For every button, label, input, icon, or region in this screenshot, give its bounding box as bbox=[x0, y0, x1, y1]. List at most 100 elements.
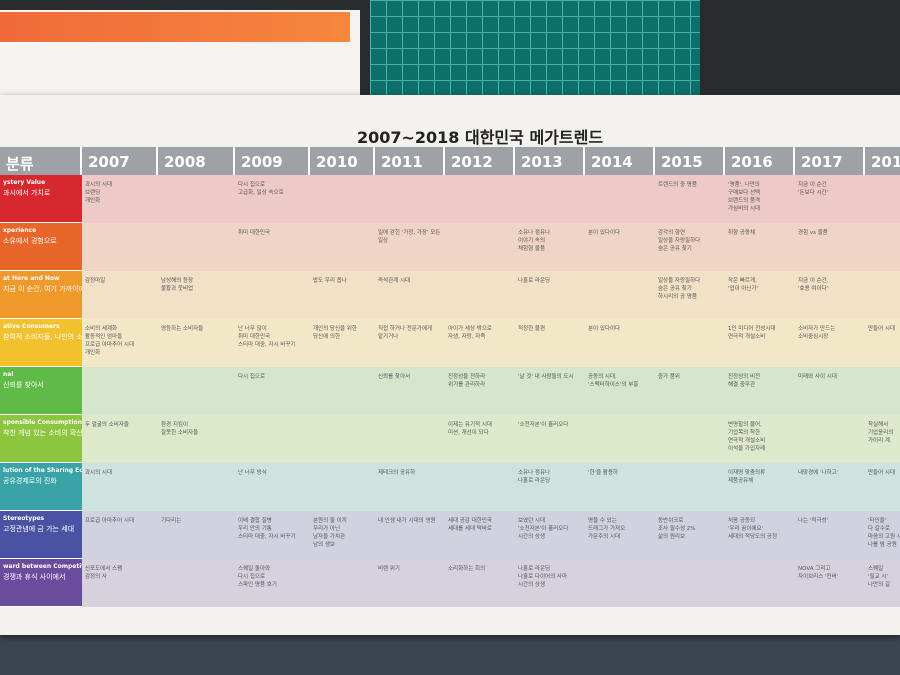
cell-line: 영등하는 소비자들 bbox=[161, 326, 204, 332]
cell-line: 과시의 시대 bbox=[85, 182, 113, 188]
cell-line: 드래그가 가져오 bbox=[588, 526, 626, 532]
cell-line: 개인화 bbox=[85, 350, 101, 356]
cell-line: 스퀘일 돌아와 bbox=[238, 566, 271, 572]
cell-line: 미래와 사이 시대 bbox=[798, 374, 837, 380]
cell-line: 동반쉬크로 bbox=[658, 518, 684, 524]
row-label-ko: 소유에서 경험으로 bbox=[3, 237, 57, 245]
cell-line: 신포도에서 스팸 bbox=[85, 566, 123, 572]
cell-line: 지금 이 순간 bbox=[798, 182, 827, 188]
cell: NOVA 그리고 자이브리스 '컨버' bbox=[795, 559, 865, 607]
row-label-ko: 고정관념에 금 가는 세대 bbox=[3, 525, 75, 533]
row-label-en: at Here and Now bbox=[3, 275, 60, 282]
cell: 신뢰를 찾아서 bbox=[375, 367, 445, 415]
cell-line: 마음의 고원 시대 bbox=[868, 534, 900, 540]
cell-line: 공동의 시대, bbox=[588, 374, 617, 380]
cell: 진정성의 비전 해결 중무관 bbox=[725, 367, 795, 415]
cell-line: 아이가 세상 밖으로 bbox=[448, 326, 492, 332]
cell-line: 소리화하는 회의 bbox=[448, 566, 486, 572]
cell: 기다리는 bbox=[158, 511, 235, 559]
cell-line: 일상을 자랑질하다 bbox=[658, 238, 701, 244]
cell-line: 분원의 둘 이끼 bbox=[313, 518, 347, 524]
cell: 나홀로 라운딩 bbox=[515, 271, 585, 319]
cell: 나는 '적극성' bbox=[795, 511, 865, 559]
book-stripe bbox=[0, 12, 350, 42]
row-tint bbox=[82, 463, 900, 511]
cell-line: 남성해의 등장 bbox=[161, 278, 194, 284]
cell: 중가 품위 bbox=[655, 367, 725, 415]
cell-line: 나홀로 라운딩 bbox=[518, 478, 551, 484]
cell: 변명할의 물어, 기업목의 착한 연극적 개설소비 이석을 가입자레 bbox=[725, 415, 795, 463]
row-label-en: nal bbox=[3, 371, 14, 378]
cell: 일상을 자랑질하다 숨은 공유 찾기 하시리의 공 명품 bbox=[655, 271, 725, 319]
cell: 내 인생 내가 시대의 영원 bbox=[375, 511, 445, 559]
cell: '소전자본'이 흘러오다 bbox=[515, 415, 585, 463]
cell-line: 경험 vs 물품 bbox=[798, 230, 828, 236]
cell-line: 개인의 당신을 위한 bbox=[313, 326, 357, 332]
cell-line: 남자들 가치관 bbox=[313, 534, 346, 540]
cell-line: 가이리 계 bbox=[868, 438, 890, 444]
column-header: 2013 bbox=[515, 147, 585, 175]
cell: 과시의 시대 브랜딩 개인화 bbox=[82, 175, 158, 223]
cell-line: 소비자가 만드는 bbox=[798, 326, 836, 332]
cell: 명을 수 있는 드래그가 가져오 가문주의 시대 bbox=[585, 511, 655, 559]
cell-line: '효용 여이다' bbox=[798, 286, 829, 292]
cell: 처음 공동되 '우리 꿈이에요' 세대의 적당도의 공정 bbox=[725, 511, 795, 559]
cell-line: 분이 있다이다 bbox=[588, 326, 621, 332]
cell-line: 나홀로 라운딩 bbox=[518, 278, 551, 284]
cell: 만들어 시대 bbox=[865, 463, 900, 511]
cell-line: 우리 안의 기통 bbox=[238, 526, 272, 532]
cell-line: 내맞경에 '나하고' bbox=[798, 470, 839, 476]
cell: 공동의 시대, '스펙터하이스'의 부흥 bbox=[585, 367, 655, 415]
cell-line: 구매보다 선택 bbox=[728, 190, 761, 196]
cell-line: 고급화, 일상 속으로 bbox=[238, 190, 284, 196]
cell: 영등하는 소비자들 bbox=[158, 319, 235, 367]
cell: 개인의 당신을 위한 당신에 의한 bbox=[310, 319, 375, 367]
cell-line: 나는 '적극성' bbox=[798, 518, 829, 524]
cell-line: 만들어 시대 bbox=[868, 470, 896, 476]
row-label-en: ystery Value bbox=[3, 179, 46, 186]
cell-line: 취미 대한민국 bbox=[238, 230, 271, 236]
column-header: 2011 bbox=[375, 147, 445, 175]
cell: 소유나 점유나 나홀로 라운딩 bbox=[515, 463, 585, 511]
cell: 밥도 우리 옵나 bbox=[310, 271, 375, 319]
cell: 착실해서 기업윤리의 가이리 계 bbox=[865, 415, 900, 463]
cell-line: 불황과 웃비업 bbox=[161, 286, 194, 292]
row-tint bbox=[82, 559, 900, 607]
cell-line: 가심비의 시대 bbox=[728, 206, 761, 212]
cell: 적정한 불편 bbox=[515, 319, 585, 367]
cell: 즉석관계 시대 bbox=[375, 271, 445, 319]
cell-line: 이제는 유기적 시대 bbox=[448, 422, 492, 428]
cell-line: 자이브리스 '컨버' bbox=[798, 574, 839, 580]
cell: 만들어 시대 bbox=[865, 319, 900, 367]
cell-line: '업이 아닌가' bbox=[728, 286, 759, 292]
cell-line: '소전자본'이 흘러오다 bbox=[518, 422, 569, 428]
cell-line: 난 너무 많이 bbox=[238, 326, 267, 332]
cell-line: 이배 결합 질병 bbox=[238, 518, 272, 524]
cell-line: 해결 중무관 bbox=[728, 382, 756, 388]
cell-line: '필교 시' bbox=[868, 574, 888, 580]
row-tint bbox=[82, 511, 900, 559]
column-header: 2010 bbox=[310, 147, 375, 175]
cell-line: 감정마일 bbox=[85, 278, 106, 284]
cell: '명품', 나만의 구매보다 선택 브랜드의 품격 가심비의 시대 bbox=[725, 175, 795, 223]
cell-line: 적정한 불편 bbox=[518, 326, 546, 332]
cell-line: 스티마 대중, 자시 바꾸기 bbox=[238, 534, 296, 540]
cell-line: 일에 갇힌 '가정, 가장' 모든 bbox=[378, 230, 441, 236]
cell-line: 세대의 적당도의 공정 bbox=[728, 534, 778, 540]
cell-line: 착실해서 bbox=[868, 422, 889, 428]
cell-line: '타인을' bbox=[868, 518, 887, 524]
cell-line: 프로급 아마추어 시대 bbox=[85, 518, 135, 524]
cell-line: 이야기 속의 bbox=[518, 238, 546, 244]
cell-line: 자생, 자랑, 자족 bbox=[448, 334, 486, 340]
cell: 분이 있다이다 bbox=[585, 223, 655, 271]
column-header: 2017 bbox=[795, 147, 865, 175]
cell: 1인 미디어 전성시대 연극적 개설소비 bbox=[725, 319, 795, 367]
cell-line: 체험형 물품 bbox=[518, 246, 546, 252]
cell-line: 명을 수 있는 bbox=[588, 518, 617, 524]
row-tint bbox=[82, 175, 900, 223]
cell: 동반쉬크로 조사 필수성 2% 삶의 원리보 bbox=[655, 511, 725, 559]
row-label-ko: 지금 이 순간, 여기 가까이에 bbox=[3, 285, 82, 293]
column-header: 2014 bbox=[585, 147, 655, 175]
